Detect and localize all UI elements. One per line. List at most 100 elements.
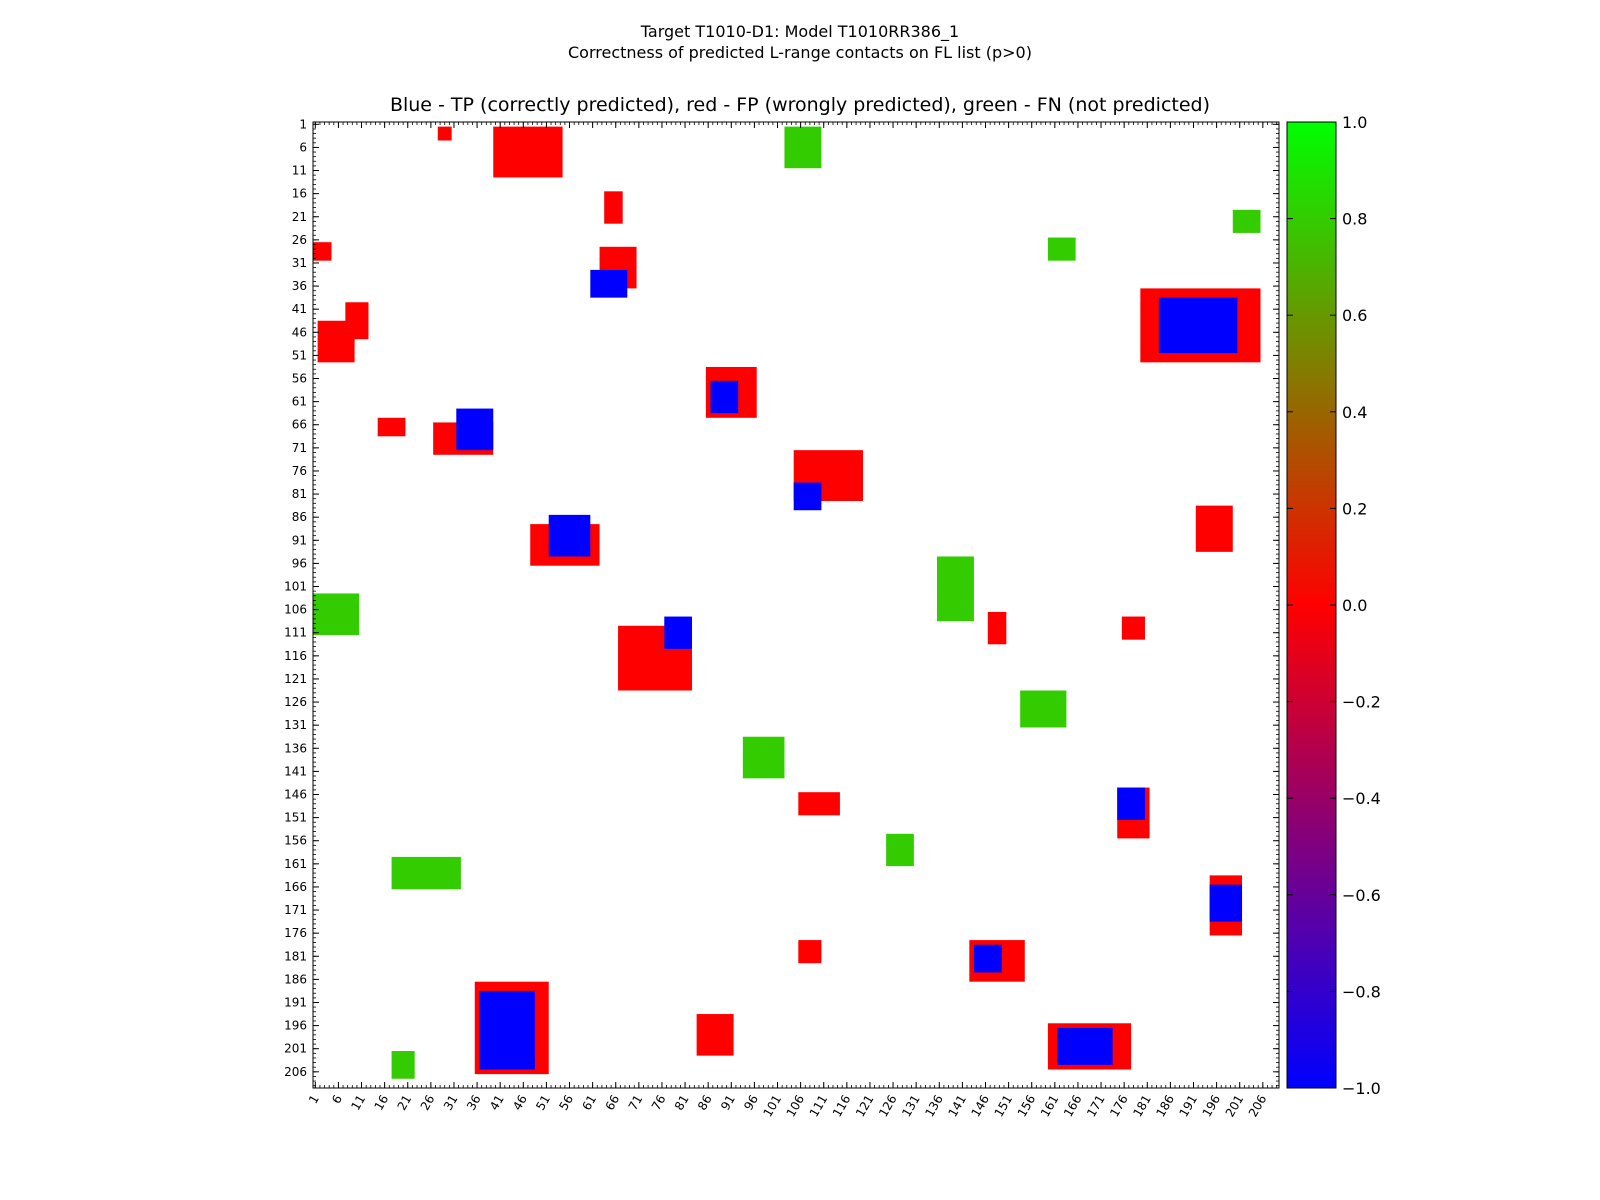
x-tick-label: 86 bbox=[695, 1093, 715, 1113]
contact-region-tp-18 bbox=[548, 514, 591, 557]
contact-region-fn-43 bbox=[742, 736, 785, 779]
x-tick-label: 26 bbox=[418, 1093, 438, 1113]
contact-region-fp-36 bbox=[1195, 505, 1233, 552]
colorbar-gradient bbox=[1286, 121, 1337, 1089]
y-tick-label: 196 bbox=[284, 1019, 307, 1033]
y-tick-label: 166 bbox=[284, 880, 307, 894]
x-tick-label: 51 bbox=[533, 1093, 553, 1113]
contact-region-fp-14 bbox=[377, 417, 406, 437]
contact-region-tp-13 bbox=[456, 408, 494, 451]
y-tick-label: 26 bbox=[292, 233, 307, 247]
contact-region-fp-1 bbox=[493, 126, 563, 178]
figure-title: Target T1010-D1: Model T1010RR386_1 bbox=[640, 22, 960, 41]
contact-region-tp-7 bbox=[590, 269, 628, 298]
y-tick-label: 16 bbox=[292, 187, 307, 201]
colorbar-tick-label: 0.0 bbox=[1342, 596, 1367, 615]
contact-region-fn-38 bbox=[1232, 209, 1261, 233]
colorbar-tick-label: 0.4 bbox=[1342, 403, 1367, 422]
x-tick-label: 191 bbox=[1177, 1093, 1201, 1120]
contact-region-tp-32 bbox=[479, 990, 535, 1070]
x-tick-label: 196 bbox=[1200, 1093, 1224, 1120]
contact-region-tp-11 bbox=[710, 380, 739, 414]
y-tick-label: 186 bbox=[284, 972, 307, 986]
contact-region-fp-4 bbox=[345, 302, 369, 340]
y-tick-label: 181 bbox=[284, 949, 307, 963]
colorbar-tick-label: −0.2 bbox=[1342, 693, 1381, 712]
y-tick-label: 46 bbox=[292, 325, 307, 339]
y-tick-label: 81 bbox=[292, 487, 307, 501]
y-tick-label: 101 bbox=[284, 580, 307, 594]
x-tick-label: 166 bbox=[1061, 1093, 1085, 1120]
contact-region-fn-45 bbox=[391, 856, 461, 890]
contact-region-fp-23 bbox=[798, 792, 840, 816]
x-tick-label: 76 bbox=[649, 1093, 669, 1113]
x-tick-label: 6 bbox=[329, 1093, 345, 1107]
y-tick-label: 171 bbox=[284, 903, 307, 917]
x-tick-label: 151 bbox=[992, 1093, 1016, 1120]
x-tick-label: 91 bbox=[718, 1093, 738, 1113]
y-tick-label: 86 bbox=[292, 510, 307, 524]
x-tick-label: 81 bbox=[672, 1093, 692, 1113]
x-tick-label: 176 bbox=[1107, 1093, 1131, 1120]
colorbar-tick-label: 0.2 bbox=[1342, 499, 1367, 518]
contact-region-fp-21 bbox=[987, 611, 1007, 645]
x-tick-label: 1 bbox=[306, 1093, 322, 1107]
y-tick-label: 116 bbox=[284, 649, 307, 663]
x-tick-label: 61 bbox=[579, 1093, 599, 1113]
y-tick-label: 131 bbox=[284, 718, 307, 732]
contact-region-tp-16 bbox=[793, 482, 822, 511]
x-tick-label: 111 bbox=[807, 1093, 831, 1120]
y-tick-label: 176 bbox=[284, 926, 307, 940]
y-tick-label: 191 bbox=[284, 995, 307, 1009]
contact-region-fp-5 bbox=[604, 191, 623, 224]
contact-region-fn-40 bbox=[936, 556, 974, 622]
contact-region-fn-46 bbox=[391, 1051, 415, 1079]
colorbar-tick-label: −1.0 bbox=[1342, 1079, 1381, 1098]
y-tick-label: 161 bbox=[284, 857, 307, 871]
contact-region-tp-35 bbox=[1057, 1027, 1113, 1065]
contact-region-tp-28 bbox=[973, 944, 1002, 973]
x-tick-label: 46 bbox=[510, 1093, 530, 1113]
y-tick-label: 201 bbox=[284, 1042, 307, 1056]
x-tick-label: 11 bbox=[348, 1093, 368, 1113]
x-tick-label: 96 bbox=[741, 1093, 761, 1113]
y-tick-label: 126 bbox=[284, 695, 307, 709]
contact-region-fn-42 bbox=[1020, 690, 1067, 728]
contact-region-fp-33 bbox=[696, 1014, 734, 1056]
y-tick-label: 96 bbox=[292, 556, 307, 570]
x-tick-label: 126 bbox=[876, 1093, 900, 1120]
plot-title: Blue - TP (correctly predicted), red - F… bbox=[389, 94, 1211, 116]
contact-region-fn-39 bbox=[1047, 237, 1076, 261]
y-tick-label: 76 bbox=[292, 464, 307, 478]
x-tick-label: 181 bbox=[1130, 1093, 1154, 1120]
y-tick-label: 106 bbox=[284, 603, 307, 617]
x-tick-label: 156 bbox=[1015, 1093, 1039, 1120]
x-tick-label: 101 bbox=[761, 1093, 785, 1120]
y-tick-label: 1 bbox=[299, 117, 307, 131]
x-tick-label: 186 bbox=[1153, 1093, 1177, 1120]
contact-region-tp-25 bbox=[1117, 787, 1145, 820]
y-tick-label: 121 bbox=[284, 672, 307, 686]
y-tick-label: 31 bbox=[292, 256, 307, 270]
y-tick-label: 141 bbox=[284, 764, 307, 778]
y-tick-label: 91 bbox=[292, 533, 307, 547]
y-tick-label: 11 bbox=[292, 164, 307, 178]
colorbar-tick-label: 0.8 bbox=[1342, 210, 1367, 229]
y-tick-label: 156 bbox=[284, 834, 307, 848]
x-tick-label: 121 bbox=[853, 1093, 877, 1120]
y-tick-label: 146 bbox=[284, 788, 307, 802]
colorbar: −1.0 −0.8 −0.6 −0.4 −0.2 0.0 0.2 0.4 0.6 0.8 1.0 bbox=[1286, 113, 1381, 1098]
x-tick-label: 146 bbox=[969, 1093, 993, 1120]
contact-region-fp-2 bbox=[313, 242, 332, 261]
contact-cells bbox=[313, 126, 1261, 1079]
x-tick-label: 31 bbox=[441, 1093, 461, 1113]
colorbar-tick-label: 1.0 bbox=[1342, 113, 1367, 132]
y-tick-label: 61 bbox=[292, 395, 307, 409]
x-tick-label: 36 bbox=[464, 1093, 484, 1113]
y-tick-label: 51 bbox=[292, 348, 307, 362]
contact-region-tp-9 bbox=[1158, 297, 1238, 354]
y-tick-label: 41 bbox=[292, 302, 307, 316]
contact-region-fp-26 bbox=[798, 940, 822, 964]
y-tick-label: 36 bbox=[292, 279, 307, 293]
